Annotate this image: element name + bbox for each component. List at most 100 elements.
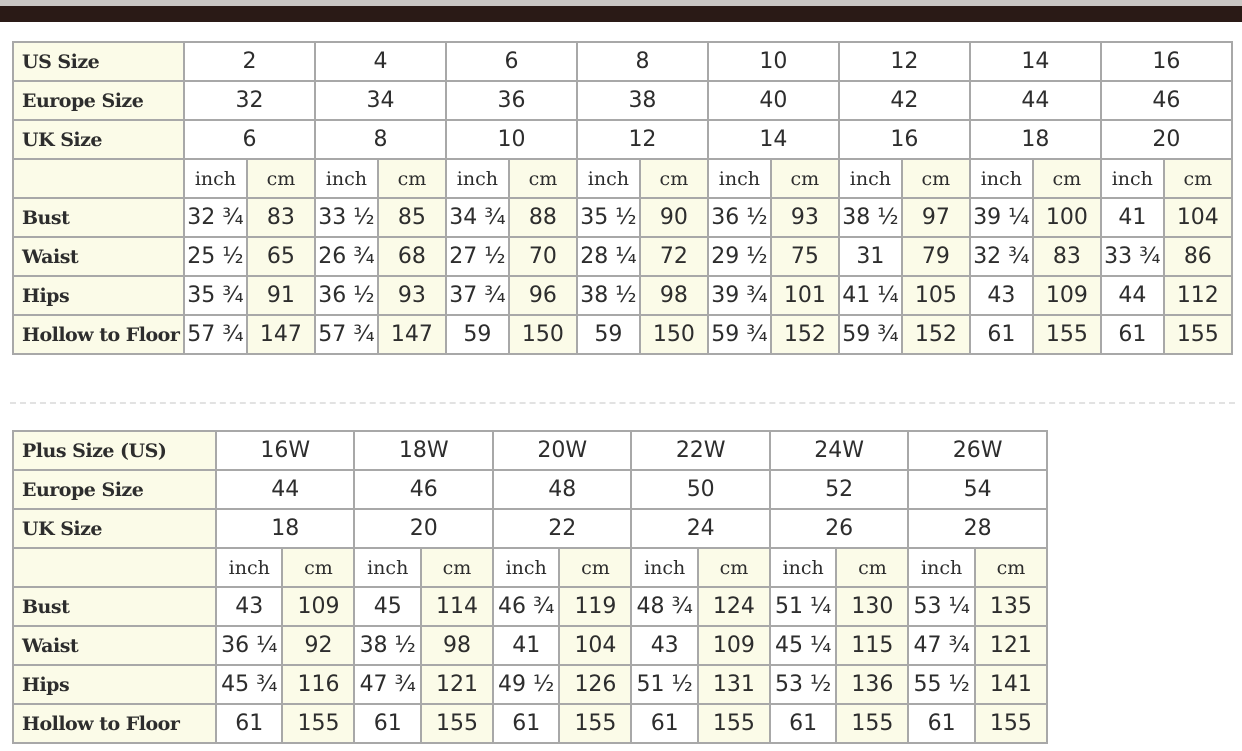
size-value: 28 [907,508,1048,549]
unit-cm: cm [638,158,709,199]
cm-value: 135 [973,586,1048,627]
top-strip [0,0,1242,7]
measurement-label: Hips [12,664,217,705]
row-label: Plus Size (US) [12,430,217,471]
size-value: 32 [183,80,316,121]
inch-value: 61 [491,703,561,744]
size-value: 50 [630,469,771,510]
inch-value: 33 ¾ [1099,236,1165,277]
size-value: 10 [444,119,578,160]
inch-value: 26 ¾ [313,236,379,277]
cm-value: 101 [769,275,840,316]
inch-value: 48 ¾ [630,586,699,627]
inch-value: 53 ¼ [907,586,976,627]
cm-value: 112 [1162,275,1233,316]
inch-value: 51 ½ [630,664,699,705]
cm-value: 109 [1031,275,1102,316]
inch-value: 45 ¼ [768,625,838,666]
measurement-label: Waist [12,625,217,666]
measurement-label: Hips [12,275,185,316]
unit-inch: inch [706,158,772,199]
cm-value: 93 [376,275,447,316]
inch-value: 59 [575,314,641,355]
cm-value: 83 [1031,236,1102,277]
measurement-row: Bust 32 ¾ 83 33 ½ 85 34 ¾ 88 35 ½ 90 36 ½ 93 38 ½ 97… [12,197,1233,238]
cm-value: 150 [507,314,578,355]
inch-value: 38 ½ [353,625,422,666]
size-value: 34 [313,80,447,121]
measurement-row: Hollow to Floor 61 155 61 155 61 155 61 155 61 155… [12,703,1048,744]
cm-value: 147 [376,314,447,355]
cm-value: 72 [638,236,709,277]
unit-cm: cm [835,547,910,588]
size-value: 44 [214,469,356,510]
size-value: 6 [183,119,316,160]
cm-value: 155 [1031,314,1102,355]
size-value: 18W [353,430,494,471]
size-value: 40 [706,80,840,121]
row-label: UK Size [12,119,185,160]
cm-value: 70 [507,236,578,277]
measurement-row: Hollow to Floor 57 ¾ 147 57 ¾ 147 59 150 59 150 5… [12,314,1233,355]
unit-cm: cm [376,158,447,199]
unit-inch: inch [183,158,248,199]
size-value: 46 [353,469,494,510]
inch-value: 45 ¾ [214,664,284,705]
unit-cm: cm [558,547,633,588]
size-header-row: Europe Size 32 34 36 38 40 42 44 46 [12,80,1233,121]
inch-value: 33 ½ [313,197,379,238]
inch-value: 47 ¾ [353,664,422,705]
inch-value: 38 ½ [575,275,641,316]
measurement-label: Hollow to Floor [12,703,217,744]
inch-value: 43 [630,625,699,666]
size-value: 26W [907,430,1048,471]
cm-value: 104 [1162,197,1233,238]
cm-value: 141 [973,664,1048,705]
cm-value: 98 [638,275,709,316]
unit-inch: inch [353,547,422,588]
cm-value: 121 [973,625,1048,666]
size-value: 20W [491,430,633,471]
cm-value: 126 [558,664,633,705]
unit-inch: inch [968,158,1034,199]
inch-value: 49 ½ [491,664,561,705]
size-value: 4 [313,41,447,82]
size-value: 10 [706,41,840,82]
unit-cm: cm [1162,158,1233,199]
inch-value: 61 [907,703,976,744]
measurement-row: Waist 36 ¼ 92 38 ½ 98 41 104 43 109 45 ¼ 115 47 ¾ 12… [12,625,1048,666]
inch-value: 61 [1099,314,1165,355]
cm-value: 155 [558,703,633,744]
size-value: 24 [630,508,771,549]
inch-value: 57 ¾ [313,314,379,355]
unit-cm: cm [973,547,1048,588]
inch-value: 41 [1099,197,1165,238]
cm-value: 65 [245,236,316,277]
cm-value: 88 [507,197,578,238]
cm-value: 155 [281,703,356,744]
inch-value: 59 [444,314,510,355]
unit-row-label [12,547,217,588]
unit-cm: cm [696,547,771,588]
size-value: 48 [491,469,633,510]
cm-value: 152 [769,314,840,355]
unit-inch: inch [1099,158,1165,199]
size-header-row: UK Size 6 8 10 12 14 16 18 20 [12,119,1233,160]
unit-inch: inch [575,158,641,199]
size-value: 14 [706,119,840,160]
cm-value: 130 [835,586,910,627]
inch-value: 27 ½ [444,236,510,277]
size-value: 14 [968,41,1102,82]
cm-value: 96 [507,275,578,316]
cm-value: 109 [281,586,356,627]
inch-value: 41 ¼ [837,275,903,316]
cm-value: 114 [419,586,494,627]
unit-cm: cm [507,158,578,199]
size-value: 16 [1099,41,1233,82]
unit-cm: cm [1031,158,1102,199]
unit-cm: cm [769,158,840,199]
cm-value: 100 [1031,197,1102,238]
cm-value: 105 [900,275,971,316]
size-value: 52 [768,469,910,510]
